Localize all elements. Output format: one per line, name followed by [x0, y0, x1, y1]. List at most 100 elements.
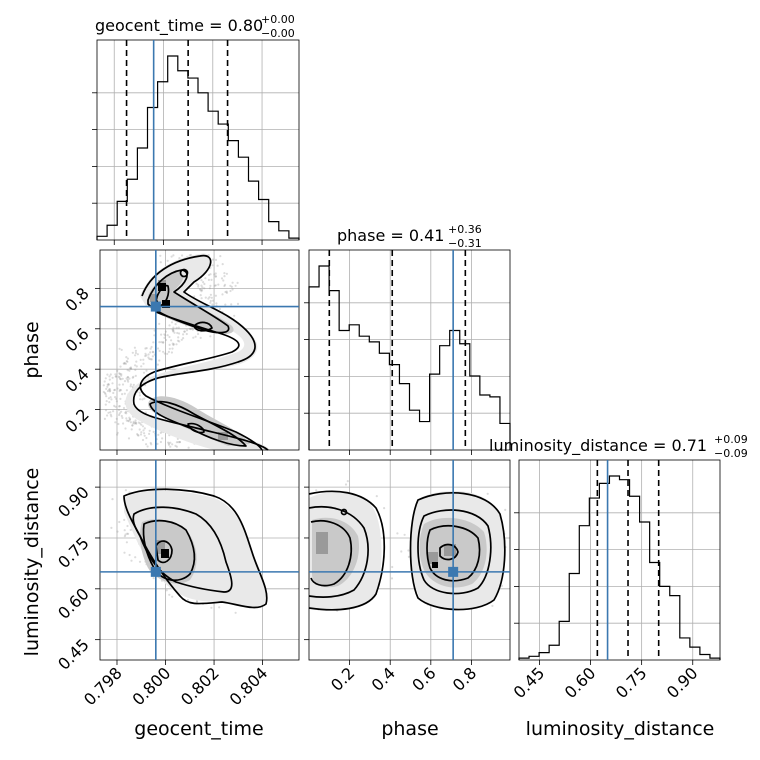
sample-point — [118, 376, 121, 379]
sample-point — [166, 352, 169, 355]
y-tick-label: 0.8 — [61, 284, 92, 315]
frame-2d-geocent-phase — [99, 249, 300, 451]
sample-point — [220, 277, 224, 280]
sample-point — [346, 480, 349, 483]
sample-point — [200, 279, 203, 282]
sample-point — [104, 409, 108, 412]
sample-point — [178, 332, 181, 335]
sample-point — [136, 353, 139, 356]
frame-hist-geocent-time — [96, 39, 300, 241]
sample-point — [119, 389, 123, 392]
sample-point — [118, 383, 121, 386]
sample-point — [107, 383, 110, 386]
sample-point — [134, 349, 137, 352]
sample-point — [199, 288, 202, 292]
sample-point — [175, 326, 178, 329]
sample-point — [375, 495, 378, 498]
sample-point — [160, 341, 163, 344]
sample-point — [127, 376, 130, 379]
sample-point — [132, 375, 135, 378]
sample-point — [107, 411, 110, 414]
sample-point — [159, 254, 162, 257]
sample-point — [118, 412, 121, 415]
sample-point — [114, 421, 117, 424]
sample-point — [146, 445, 149, 448]
sample-point — [236, 302, 240, 305]
sample-point — [112, 410, 115, 413]
sample-point — [178, 440, 181, 444]
sample-point — [134, 374, 137, 377]
sample-point — [118, 520, 121, 524]
sample-point — [209, 273, 212, 276]
contour-inner-2 — [193, 321, 213, 332]
sample-point — [130, 559, 133, 562]
sample-point — [383, 507, 386, 510]
sample-point — [115, 417, 118, 420]
sample-point — [177, 326, 180, 329]
sample-point — [164, 330, 167, 333]
sample-point — [139, 358, 142, 361]
sample-point — [214, 294, 217, 297]
sample-point — [142, 429, 145, 432]
sample-point — [172, 329, 175, 332]
sample-point — [400, 550, 403, 553]
sample-point — [138, 560, 142, 563]
sample-point — [192, 336, 195, 339]
sample-point — [172, 254, 175, 257]
sample-point — [199, 294, 202, 297]
sample-point — [210, 296, 213, 299]
contour-core-right — [439, 543, 459, 561]
x-tick-label: 0.60 — [561, 663, 600, 702]
sample-point — [131, 351, 134, 354]
sample-point — [147, 353, 150, 356]
sample-point — [216, 264, 219, 267]
sample-point — [158, 359, 161, 362]
sample-point — [214, 275, 217, 278]
sample-point — [224, 290, 227, 294]
sample-point — [131, 376, 134, 379]
sample-point — [500, 584, 503, 588]
sample-point — [128, 416, 131, 419]
sample-point — [140, 365, 143, 368]
sample-point — [209, 293, 212, 296]
sample-point — [200, 284, 203, 287]
sample-point — [110, 526, 113, 530]
sample-point — [214, 284, 217, 287]
truth-markers — [100, 40, 609, 660]
contour-inner-right — [426, 525, 481, 582]
sample-point — [104, 393, 107, 396]
sample-point — [168, 347, 171, 350]
contour-inner — [142, 519, 196, 582]
sample-point — [114, 405, 117, 408]
sample-point — [122, 406, 126, 410]
contour-inner — [155, 284, 170, 307]
sample-point — [196, 600, 199, 604]
sample-point — [124, 533, 127, 536]
sample-point — [214, 275, 217, 278]
sample-point — [161, 437, 164, 440]
sample-point — [138, 394, 141, 397]
x-tick-label: 0.75 — [612, 663, 651, 702]
panel-title-luminosity-distance: luminosity_distance = 0.71 +0.09 −0.09 — [489, 433, 748, 460]
contour-middle — [132, 506, 233, 593]
sample-point — [142, 371, 146, 374]
sample-point — [183, 330, 186, 333]
y-tick-label: 0.60 — [54, 584, 93, 623]
sample-point — [138, 428, 141, 431]
sample-point — [188, 327, 192, 330]
sample-point — [127, 419, 130, 422]
sample-point — [176, 339, 180, 342]
sample-point — [128, 418, 131, 421]
sample-point — [123, 535, 126, 538]
contour-core — [155, 540, 173, 564]
sample-point — [112, 391, 115, 395]
sample-point — [189, 253, 192, 257]
title-phase-plus: +0.36 — [448, 223, 482, 236]
title-geocent-time-minus: −0.00 — [261, 27, 295, 40]
sample-point — [167, 443, 170, 446]
sample-point — [207, 273, 211, 277]
sample-point — [135, 360, 138, 363]
sample-point — [222, 279, 225, 282]
sample-point — [111, 382, 114, 385]
